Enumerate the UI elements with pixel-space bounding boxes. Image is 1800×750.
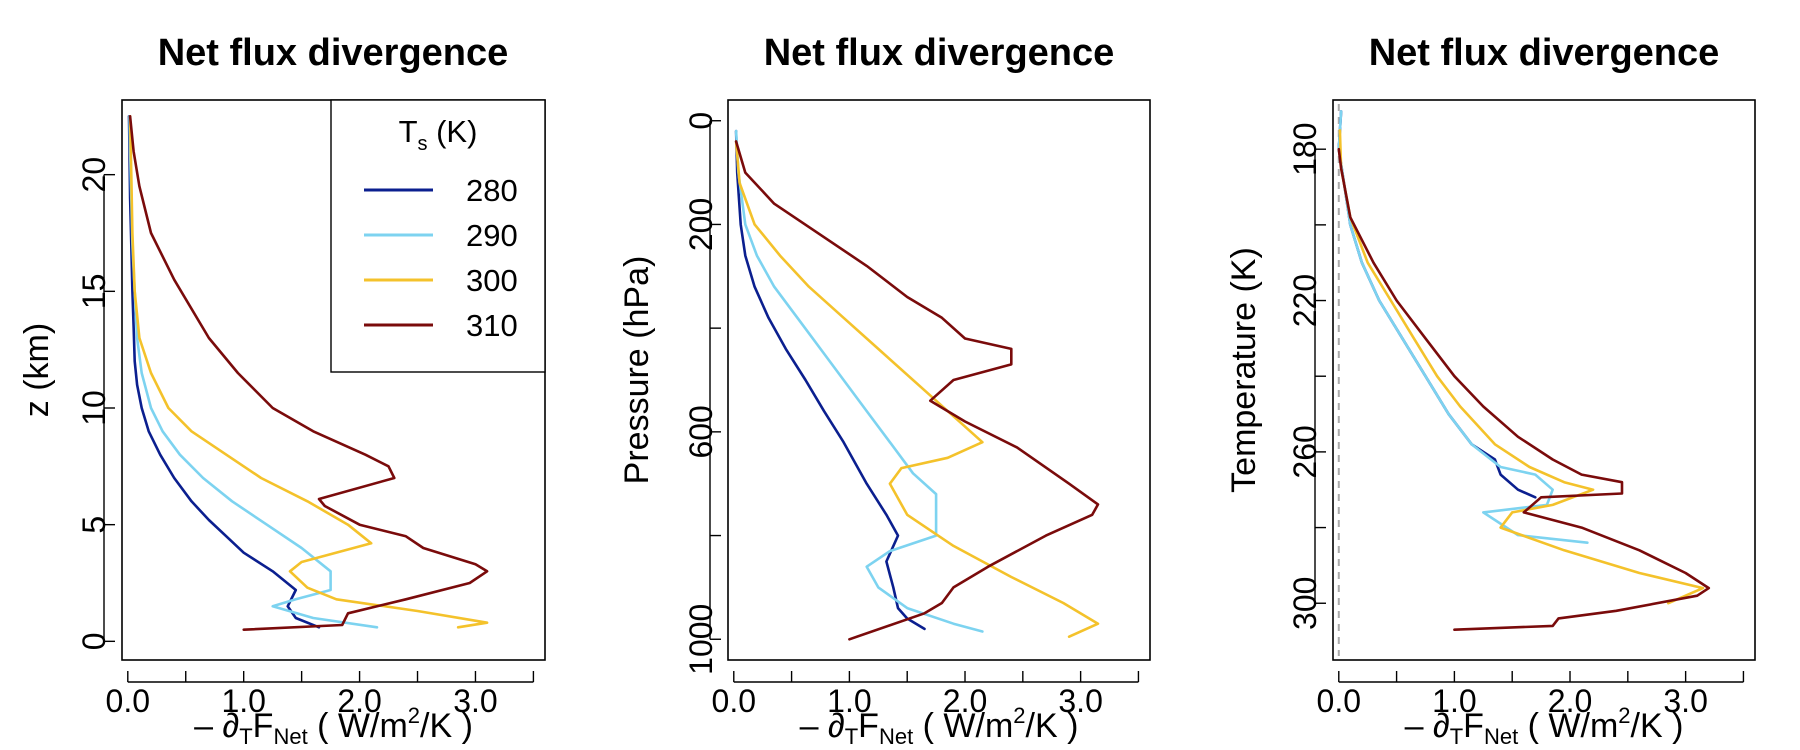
x-tick-label: 2.0 — [1548, 683, 1592, 719]
x-axis-title-sub-net: Net — [1484, 724, 1518, 749]
plot-frame — [727, 99, 1151, 661]
y-tick-label: 20 — [76, 157, 112, 193]
legend-title-sub: s — [418, 133, 428, 155]
x-tick-label: 0.0 — [712, 683, 756, 719]
x-axis-title-sup: 2 — [1013, 703, 1025, 728]
panel-1: Net flux divergence 0.0 1.0 2.0 3.0 0 5 10 15 20 z… — [18, 32, 546, 749]
y-tick-label: 0 — [76, 632, 112, 650]
x-axis-title-units: ( W/m — [913, 707, 1013, 745]
x-axis-title-f: F — [858, 707, 879, 745]
x-axis-title: – ∂TFNet ( W/m2/K ) — [1405, 703, 1684, 749]
x-axis-title-units: ( W/m — [308, 707, 408, 745]
y-tick-label: 200 — [683, 198, 719, 251]
series-line-310 — [1337, 147, 1711, 632]
x-axis-title: – ∂TFNet ( W/m2/K ) — [800, 703, 1079, 749]
y-tick-label: 220 — [1287, 274, 1323, 327]
x-tick-label: 3.0 — [453, 683, 497, 719]
series-line-300 — [128, 115, 489, 629]
x-axis-title-f: F — [253, 707, 274, 745]
y-tick-label: 5 — [76, 516, 112, 534]
x-tick-label: 1.0 — [827, 683, 871, 719]
x-axis-title-sup: 2 — [408, 703, 420, 728]
series-line-310 — [734, 140, 1100, 641]
x-axis-title-sub-net: Net — [879, 724, 913, 749]
legend: Ts (K) 280 290 300 310 — [330, 99, 546, 373]
x-axis-title-prefix: – ∂ — [1405, 707, 1450, 745]
legend-title: Ts (K) — [399, 114, 478, 155]
legend-label-300: 300 — [466, 263, 518, 298]
legend-title-units: (K) — [428, 114, 478, 149]
x-axis-title-sub-t: T — [239, 724, 252, 749]
series-line-280 — [127, 115, 321, 629]
y-tick-label: 180 — [1287, 122, 1323, 175]
panel-2: Net flux divergence 0.0 1.0 2.0 3.0 0 200 600 10… — [618, 32, 1151, 749]
series-line-290 — [1337, 110, 1589, 545]
x-axis-title-sup: 2 — [1618, 703, 1630, 728]
x-tick-label: 1.0 — [221, 683, 265, 719]
x-axis-title-prefix: – ∂ — [194, 707, 239, 745]
x-axis-title-sub-t: T — [845, 724, 858, 749]
series-line-280 — [734, 129, 926, 631]
chart-title: Net flux divergence — [1369, 32, 1720, 74]
y-axis-title: z (km) — [18, 323, 56, 417]
x-tick-label: 0.0 — [106, 683, 150, 719]
x-axis-title-sub-net: Net — [273, 724, 307, 749]
x-axis-title-sub-t: T — [1450, 724, 1463, 749]
chart-title: Net flux divergence — [158, 32, 509, 74]
x-axis-title-units-end: /K ) — [1631, 707, 1684, 745]
y-tick-label: 300 — [1287, 577, 1323, 630]
legend-label-310: 310 — [466, 308, 518, 343]
x-axis-title-units-end: /K ) — [1026, 707, 1079, 745]
y-tick-label: 260 — [1287, 425, 1323, 478]
y-tick-label: 10 — [76, 390, 112, 426]
series-line-280 — [1337, 110, 1537, 499]
x-tick-label: 0.0 — [1317, 683, 1361, 719]
x-tick-label: 2.0 — [943, 683, 987, 719]
y-axis-title: Pressure (hPa) — [618, 256, 656, 485]
series-line-290 — [734, 129, 984, 633]
series-line-310 — [128, 115, 489, 632]
plot-frame — [1332, 99, 1756, 661]
x-axis-title-units-end: /K ) — [420, 707, 473, 745]
series-line-300 — [1338, 129, 1705, 605]
x-axis-title-prefix: – ∂ — [800, 707, 845, 745]
x-tick-label: 3.0 — [1663, 683, 1707, 719]
x-tick-label: 1.0 — [1432, 683, 1476, 719]
y-tick-label: 0 — [683, 112, 719, 130]
y-tick-label: 600 — [683, 405, 719, 458]
x-tick-label: 2.0 — [337, 683, 381, 719]
y-tick-label: 1000 — [683, 604, 719, 675]
x-axis-title-f: F — [1463, 707, 1484, 745]
series-line-300 — [734, 140, 1100, 639]
panel-3: Net flux divergence 0.0 1.0 2.0 3.0 180 220 260… — [1225, 32, 1756, 749]
legend-label-290: 290 — [466, 218, 518, 253]
y-tick-label: 15 — [76, 274, 112, 310]
x-axis-title-units: ( W/m — [1518, 707, 1618, 745]
legend-label-280: 280 — [466, 173, 518, 208]
x-axis-title: – ∂TFNet ( W/m2/K ) — [194, 703, 473, 749]
x-tick-label: 3.0 — [1058, 683, 1102, 719]
legend-title-main: T — [399, 114, 418, 149]
y-axis-title: Temperature (K) — [1225, 247, 1263, 493]
chart-title: Net flux divergence — [764, 32, 1115, 74]
